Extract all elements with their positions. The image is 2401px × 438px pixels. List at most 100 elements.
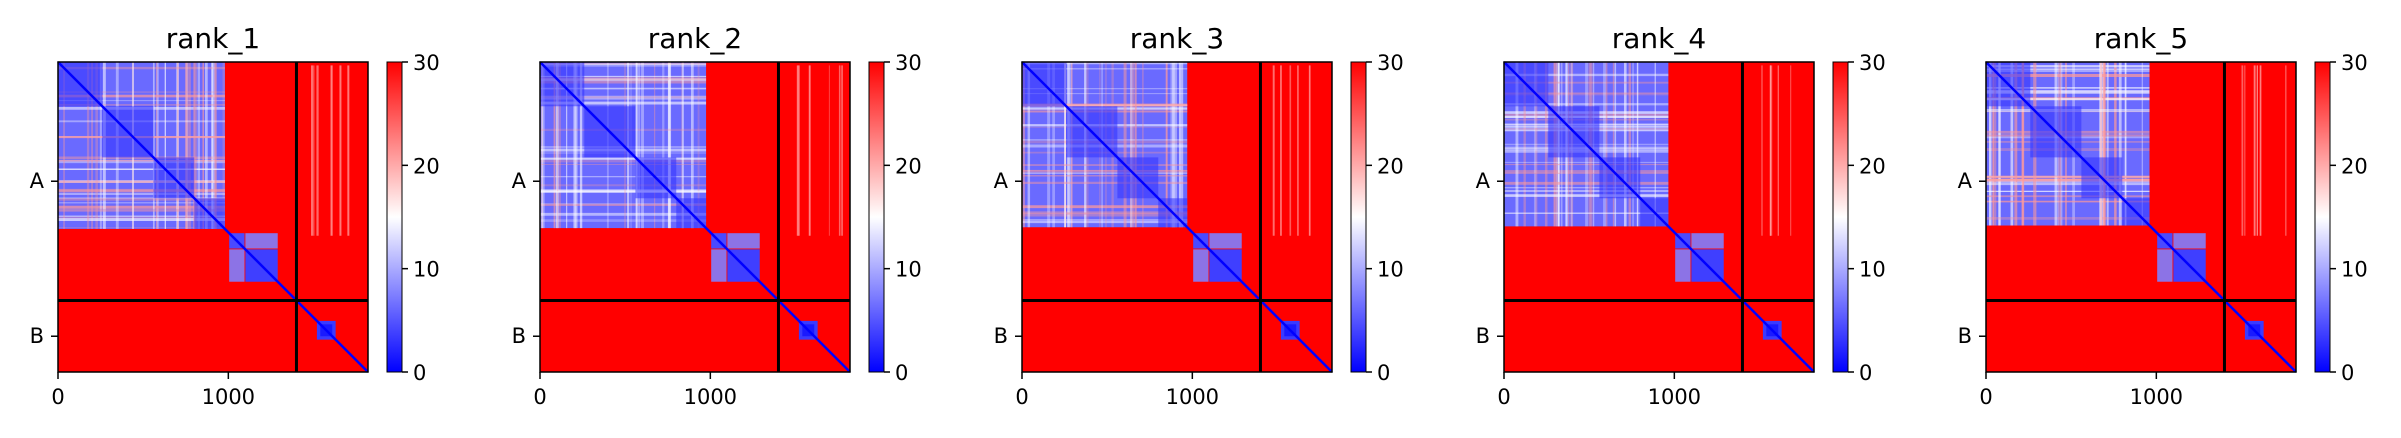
x-tick-label: 1000 bbox=[2130, 385, 2183, 409]
colorbar-tick-label: 0 bbox=[1859, 361, 1872, 385]
heatmap-panel-4: rank_4 0 1000 A B 0 10 20 30 bbox=[1476, 22, 1886, 409]
domain-block bbox=[1193, 249, 1209, 282]
colorbar-tick-label: 30 bbox=[895, 51, 922, 75]
panel-title: rank_1 bbox=[166, 22, 260, 55]
colorbar-tick-label: 0 bbox=[2341, 361, 2354, 385]
panel-title: rank_4 bbox=[1612, 22, 1706, 55]
chain-label: B bbox=[1476, 324, 1490, 348]
chain-label: A bbox=[1958, 169, 1973, 193]
texture-stripe bbox=[347, 65, 350, 236]
texture-stripe bbox=[330, 65, 333, 236]
texture-stripe bbox=[1280, 65, 1282, 236]
heatmap-panel-2: rank_2 0 1000 A B 0 10 20 30 bbox=[512, 22, 922, 409]
x-tick-label: 0 bbox=[533, 385, 546, 409]
chain-label: A bbox=[1476, 169, 1491, 193]
texture-stripe bbox=[1790, 65, 1792, 236]
diagonal bbox=[539, 61, 851, 373]
heatmap-panel-1: rank_1 0 1000 A B 0 10 20 30 bbox=[30, 22, 440, 409]
heatmap-cells bbox=[1985, 61, 2297, 373]
colorbar-fill bbox=[386, 61, 403, 373]
heatmap-panel-3: rank_3 0 1000 A B 0 10 20 30 bbox=[994, 22, 1404, 409]
x-tick-label: 1000 bbox=[1166, 385, 1219, 409]
colorbar-tick-label: 10 bbox=[1377, 258, 1404, 282]
panel-frame bbox=[1021, 61, 1333, 373]
colorbar: 0 10 20 30 bbox=[1832, 51, 1886, 385]
diagonal bbox=[1021, 61, 1333, 373]
texture-stripe bbox=[2241, 65, 2244, 236]
x-tick-label: 1000 bbox=[1648, 385, 1701, 409]
texture-stripe bbox=[1761, 65, 1763, 236]
texture-stripe bbox=[2285, 65, 2287, 236]
panel-frame bbox=[539, 61, 851, 373]
domain-block bbox=[1675, 249, 1691, 282]
texture-stripe bbox=[311, 65, 314, 236]
texture-stripe bbox=[2259, 65, 2262, 236]
domain-block bbox=[229, 249, 245, 282]
colorbar-tick-label: 30 bbox=[413, 51, 440, 75]
domain-block bbox=[1209, 233, 1242, 249]
chain-label: B bbox=[512, 324, 526, 348]
texture-stripe bbox=[841, 65, 843, 236]
texture-stripe bbox=[1777, 65, 1779, 236]
chain-label: A bbox=[30, 169, 45, 193]
texture-stripe bbox=[1308, 65, 1311, 236]
colorbar-tick-label: 20 bbox=[1377, 154, 1404, 178]
x-tick-label: 0 bbox=[1015, 385, 1028, 409]
chain-label: A bbox=[512, 169, 527, 193]
x-tick-label: 1000 bbox=[202, 385, 255, 409]
x-tick-label: 1000 bbox=[684, 385, 737, 409]
texture-stripe bbox=[796, 65, 799, 236]
panel-frame bbox=[57, 61, 369, 373]
texture-stripe bbox=[1770, 65, 1771, 236]
heatmap-panel-5: rank_5 0 1000 A B 0 10 20 30 bbox=[1958, 22, 2368, 409]
colorbar-tick-label: 10 bbox=[413, 258, 440, 282]
domain-block bbox=[727, 233, 760, 249]
colorbar: 0 10 20 30 bbox=[2314, 51, 2368, 385]
colorbar: 0 10 20 30 bbox=[1350, 51, 1404, 385]
colorbar-fill bbox=[1350, 61, 1367, 373]
domain-block bbox=[2173, 233, 2206, 249]
colorbar-tick-label: 10 bbox=[2341, 258, 2368, 282]
texture-stripe bbox=[1289, 65, 1292, 236]
texture-stripe bbox=[1272, 65, 1275, 236]
colorbar-tick-label: 10 bbox=[1859, 258, 1886, 282]
panel-title: rank_5 bbox=[2094, 22, 2188, 55]
colorbar-tick-label: 20 bbox=[895, 154, 922, 178]
heatmap-cells bbox=[1503, 61, 1815, 373]
domain-block bbox=[2157, 249, 2173, 282]
colorbar-tick-label: 20 bbox=[1859, 154, 1886, 178]
colorbar: 0 10 20 30 bbox=[868, 51, 922, 385]
texture-stripe bbox=[838, 65, 841, 236]
texture-stripe bbox=[316, 65, 319, 236]
x-tick-label: 0 bbox=[51, 385, 64, 409]
texture-stripe bbox=[2256, 65, 2258, 236]
panel-title: rank_2 bbox=[648, 22, 742, 55]
colorbar-tick-label: 20 bbox=[413, 154, 440, 178]
colorbar-fill bbox=[868, 61, 885, 373]
texture-stripe bbox=[1769, 65, 1773, 236]
panel-title: rank_3 bbox=[1130, 22, 1224, 55]
colorbar-tick-label: 20 bbox=[2341, 154, 2368, 178]
domain-block bbox=[711, 249, 727, 282]
chain-label: B bbox=[994, 324, 1008, 348]
colorbar-tick-label: 30 bbox=[2341, 51, 2368, 75]
heatmap-cells bbox=[1021, 61, 1333, 373]
colorbar-fill bbox=[2314, 61, 2331, 373]
chain-label: B bbox=[1958, 324, 1972, 348]
colorbar: 0 10 20 30 bbox=[386, 51, 440, 385]
chain-label: A bbox=[994, 169, 1009, 193]
diagonal bbox=[1503, 61, 1815, 373]
x-tick-label: 0 bbox=[1497, 385, 1510, 409]
texture-stripe bbox=[1297, 65, 1299, 236]
texture-stripe bbox=[313, 65, 315, 236]
panel-frame bbox=[1985, 61, 2297, 373]
colorbar-tick-label: 30 bbox=[1859, 51, 1886, 75]
domain-block bbox=[245, 233, 278, 249]
colorbar-tick-label: 0 bbox=[895, 361, 908, 385]
diagonal bbox=[1985, 61, 2297, 373]
chain-label: B bbox=[30, 324, 44, 348]
texture-stripe bbox=[2253, 65, 2256, 236]
texture-stripe bbox=[2244, 65, 2246, 236]
colorbar-tick-label: 0 bbox=[413, 361, 426, 385]
texture-stripe bbox=[828, 65, 830, 236]
